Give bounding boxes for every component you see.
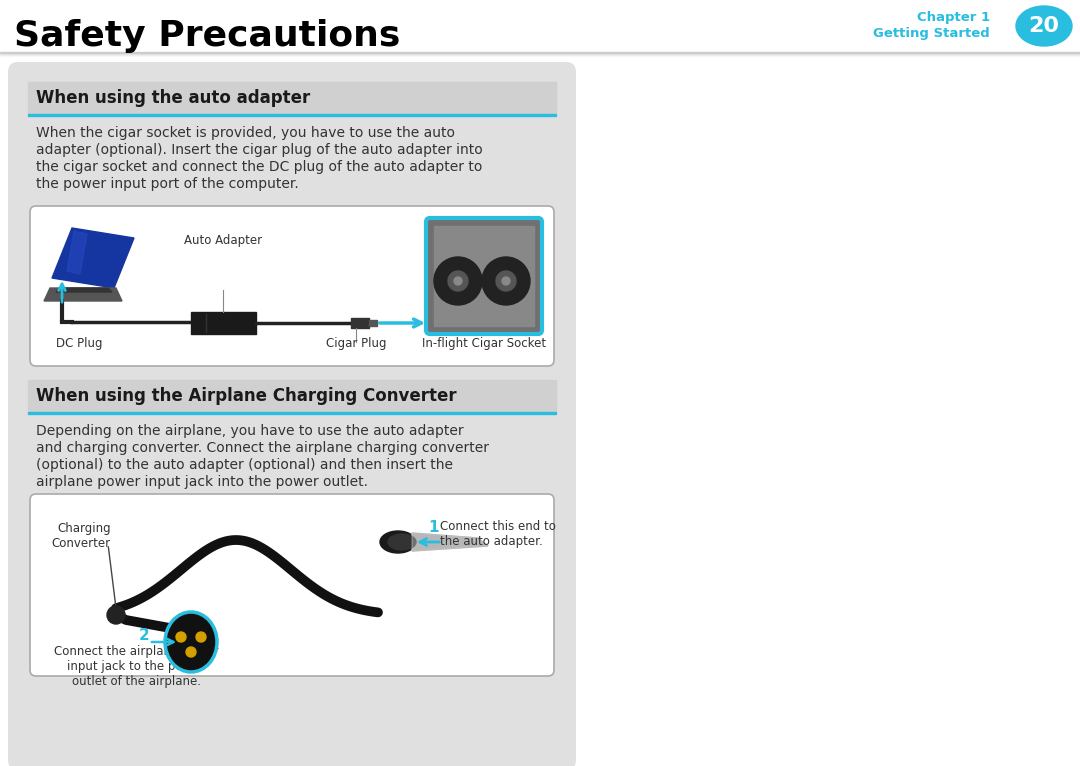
Circle shape — [482, 257, 530, 305]
Text: Depending on the airplane, you have to use the auto adapter: Depending on the airplane, you have to u… — [36, 424, 463, 438]
Polygon shape — [411, 533, 488, 551]
Bar — [28, 380, 556, 412]
Bar — [369, 320, 377, 326]
Text: Getting Started: Getting Started — [874, 28, 990, 41]
Text: (optional) to the auto adapter (optional) and then insert the: (optional) to the auto adapter (optional… — [36, 458, 453, 472]
Bar — [0, 54, 1080, 55]
Circle shape — [502, 277, 510, 285]
Bar — [0, 52, 1080, 53]
Polygon shape — [52, 228, 134, 288]
Text: Auto Adapter: Auto Adapter — [184, 234, 262, 247]
Polygon shape — [67, 231, 87, 274]
FancyBboxPatch shape — [30, 494, 554, 676]
Polygon shape — [44, 288, 122, 301]
Bar — [434, 226, 534, 326]
Text: Connect the airplane power
input jack to the power
outlet of the airplane.: Connect the airplane power input jack to… — [54, 645, 218, 688]
Polygon shape — [56, 288, 112, 292]
Bar — [0, 55, 1080, 56]
Polygon shape — [411, 533, 488, 551]
Text: 20: 20 — [1028, 16, 1059, 36]
Circle shape — [195, 632, 206, 642]
Circle shape — [186, 647, 195, 657]
Circle shape — [448, 271, 468, 291]
Text: 2: 2 — [138, 628, 149, 643]
Text: the power input port of the computer.: the power input port of the computer. — [36, 177, 299, 191]
Text: In-flight Cigar Socket: In-flight Cigar Socket — [422, 337, 546, 350]
Text: Safety Precautions: Safety Precautions — [14, 19, 401, 53]
Circle shape — [434, 257, 482, 305]
Bar — [28, 114, 556, 116]
Bar — [28, 412, 556, 414]
Ellipse shape — [388, 534, 416, 550]
Text: adapter (optional). Insert the cigar plug of the auto adapter into: adapter (optional). Insert the cigar plu… — [36, 143, 483, 157]
Text: When using the Airplane Charging Converter: When using the Airplane Charging Convert… — [36, 387, 457, 405]
FancyBboxPatch shape — [30, 206, 554, 366]
Ellipse shape — [165, 612, 217, 672]
Text: and charging converter. Connect the airplane charging converter: and charging converter. Connect the airp… — [36, 441, 489, 455]
Text: Connect this end to
the auto adapter.: Connect this end to the auto adapter. — [440, 520, 556, 548]
Circle shape — [496, 271, 516, 291]
Bar — [191, 312, 256, 334]
FancyBboxPatch shape — [8, 62, 576, 766]
Text: the cigar socket and connect the DC plug of the auto adapter to: the cigar socket and connect the DC plug… — [36, 160, 483, 174]
Text: 1: 1 — [428, 520, 438, 535]
Circle shape — [454, 277, 462, 285]
Text: Charging
Converter: Charging Converter — [52, 522, 111, 550]
Circle shape — [176, 632, 186, 642]
Text: Chapter 1: Chapter 1 — [917, 11, 990, 24]
Text: When the cigar socket is provided, you have to use the auto: When the cigar socket is provided, you h… — [36, 126, 455, 140]
Text: airplane power input jack into the power outlet.: airplane power input jack into the power… — [36, 475, 368, 489]
Bar — [0, 53, 1080, 54]
Ellipse shape — [380, 531, 416, 553]
Text: DC Plug: DC Plug — [56, 337, 103, 350]
Bar — [351, 318, 369, 328]
Ellipse shape — [1016, 6, 1072, 46]
Circle shape — [107, 606, 125, 624]
Bar — [28, 82, 556, 114]
Bar — [0, 0, 1080, 52]
FancyBboxPatch shape — [426, 218, 542, 334]
Text: Cigar Plug: Cigar Plug — [326, 337, 387, 350]
Text: When using the auto adapter: When using the auto adapter — [36, 89, 310, 107]
